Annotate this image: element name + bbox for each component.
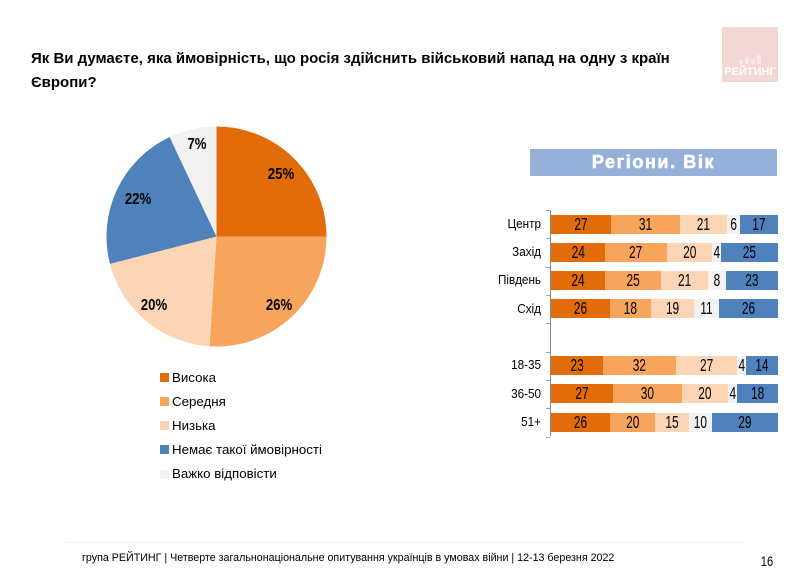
svg-text:25%: 25% <box>268 166 295 183</box>
svg-text:20%: 20% <box>141 297 168 314</box>
svg-text:22%: 22% <box>125 191 152 208</box>
svg-text:7%: 7% <box>187 136 206 153</box>
svg-text:26%: 26% <box>266 297 293 314</box>
